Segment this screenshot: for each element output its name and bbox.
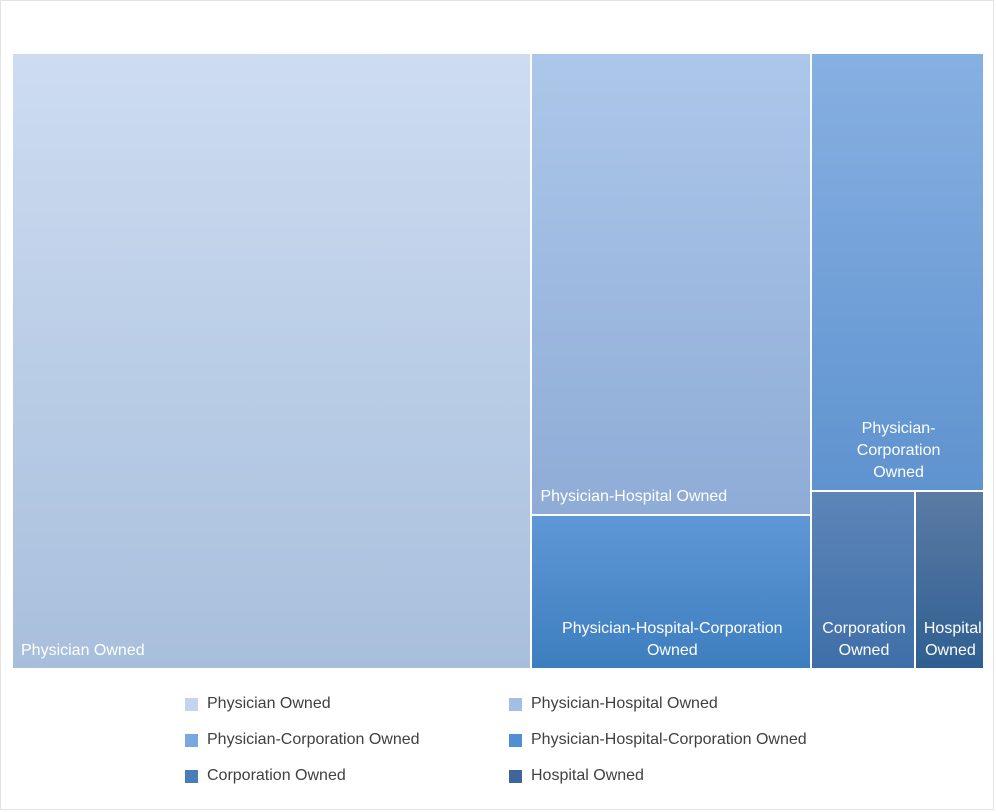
treemap-tile-label: Physician-Hospital Owned xyxy=(540,488,728,505)
treemap-tile: Hospital Owned xyxy=(914,490,984,669)
legend-item: Physician-Corporation Owned xyxy=(185,728,420,752)
legend-label: Physician-Hospital-Corporation Owned xyxy=(531,731,807,748)
legend-label: Physician Owned xyxy=(207,695,331,712)
treemap-tile-label: Physician-Corporation Owned xyxy=(856,419,941,481)
legend-swatch xyxy=(185,697,198,711)
treemap-tile: Physician-Hospital-Corporation Owned xyxy=(531,515,812,669)
treemap-tile: Physician-Hospital Owned xyxy=(531,53,812,515)
legend-swatch xyxy=(509,733,522,747)
legend-swatch xyxy=(509,769,522,783)
legend-item: Corporation Owned xyxy=(185,764,346,788)
legend-item: Physician-Hospital-Corporation Owned xyxy=(509,728,807,752)
treemap: Physician Owned Physician-Hospital Owned P… xyxy=(12,53,984,669)
legend-label: Hospital Owned xyxy=(531,767,644,784)
treemap-tile-label: Corporation Owned xyxy=(822,619,906,659)
legend-label: Corporation Owned xyxy=(207,767,346,784)
treemap-tile-label: Physician Owned xyxy=(21,642,145,659)
legend-item: Hospital Owned xyxy=(509,764,644,788)
legend-item: Physician Owned xyxy=(185,692,331,716)
legend-label: Physician-Hospital Owned xyxy=(531,695,718,712)
treemap-tile: Physician-Corporation Owned xyxy=(811,53,984,491)
legend-item: Physician-Hospital Owned xyxy=(509,692,718,716)
legend-swatch xyxy=(185,733,198,747)
legend-swatch xyxy=(509,697,522,711)
legend: Physician Owned Physician-Hospital Owned P… xyxy=(185,692,905,792)
treemap-tile: Corporation Owned xyxy=(811,490,915,669)
treemap-tile-label: Physician-Hospital-Corporation Owned xyxy=(562,620,783,659)
treemap-tile: Physician Owned xyxy=(12,53,532,669)
treemap-tile-label: Hospital Owned xyxy=(923,619,982,659)
legend-swatch xyxy=(185,769,198,783)
legend-label: Physician-Corporation Owned xyxy=(207,731,420,748)
